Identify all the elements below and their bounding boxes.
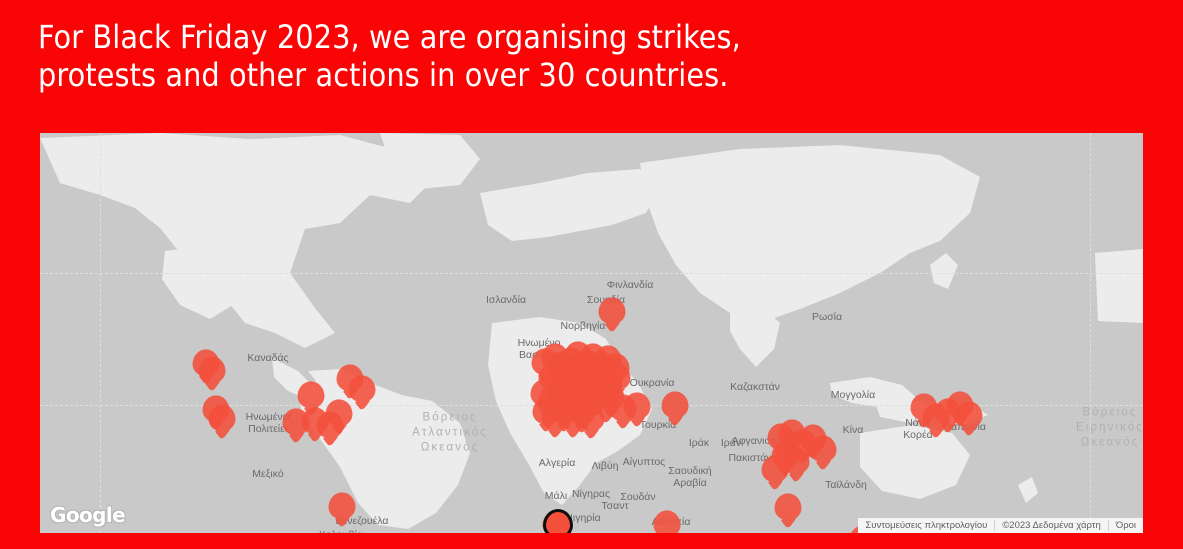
attribution-divider-1 bbox=[994, 520, 996, 531]
map-marker[interactable] bbox=[325, 399, 353, 427]
map-container[interactable]: Βόρειος Ατλαντικός ΩκεανόςΝότιος Ατλαντι… bbox=[40, 133, 1143, 533]
terms-link[interactable]: Όροι bbox=[1115, 520, 1136, 531]
map-marker[interactable] bbox=[202, 395, 230, 423]
map-attribution-bar: Συντομεύσεις πληκτρολογίου ©2023 Δεδομέν… bbox=[858, 518, 1143, 533]
map-marker[interactable] bbox=[577, 404, 605, 432]
graticule-tropic-cancer bbox=[40, 273, 1143, 274]
map-marker[interactable] bbox=[598, 297, 626, 325]
graticule-meridian-east bbox=[1090, 133, 1091, 533]
map-marker[interactable] bbox=[653, 510, 681, 533]
map-marker[interactable] bbox=[661, 391, 689, 419]
map-marker[interactable] bbox=[192, 349, 220, 377]
keyboard-shortcuts-link[interactable]: Συντομεύσεις πληκτρολογίου bbox=[865, 520, 988, 531]
map-marker[interactable] bbox=[774, 493, 802, 521]
map-marker[interactable] bbox=[297, 381, 325, 409]
page-title: For Black Friday 2023, we are organising… bbox=[38, 18, 741, 94]
map-canvas[interactable]: Βόρειος Ατλαντικός ΩκεανόςΝότιος Ατλαντι… bbox=[40, 133, 1143, 533]
map-marker[interactable] bbox=[623, 392, 651, 420]
map-data-attribution: ©2023 Δεδομένα χάρτη bbox=[1002, 520, 1101, 531]
map-marker[interactable] bbox=[809, 435, 837, 463]
map-marker[interactable] bbox=[328, 492, 356, 520]
map-marker[interactable] bbox=[761, 455, 789, 483]
world-landmass bbox=[40, 133, 1143, 529]
attribution-divider-2 bbox=[1107, 520, 1109, 531]
graticule-meridian-west bbox=[100, 133, 101, 533]
map-marker[interactable] bbox=[348, 375, 376, 403]
google-logo: Google bbox=[50, 503, 126, 527]
map-marker[interactable] bbox=[955, 401, 983, 429]
map-marker-selected[interactable] bbox=[543, 509, 573, 533]
